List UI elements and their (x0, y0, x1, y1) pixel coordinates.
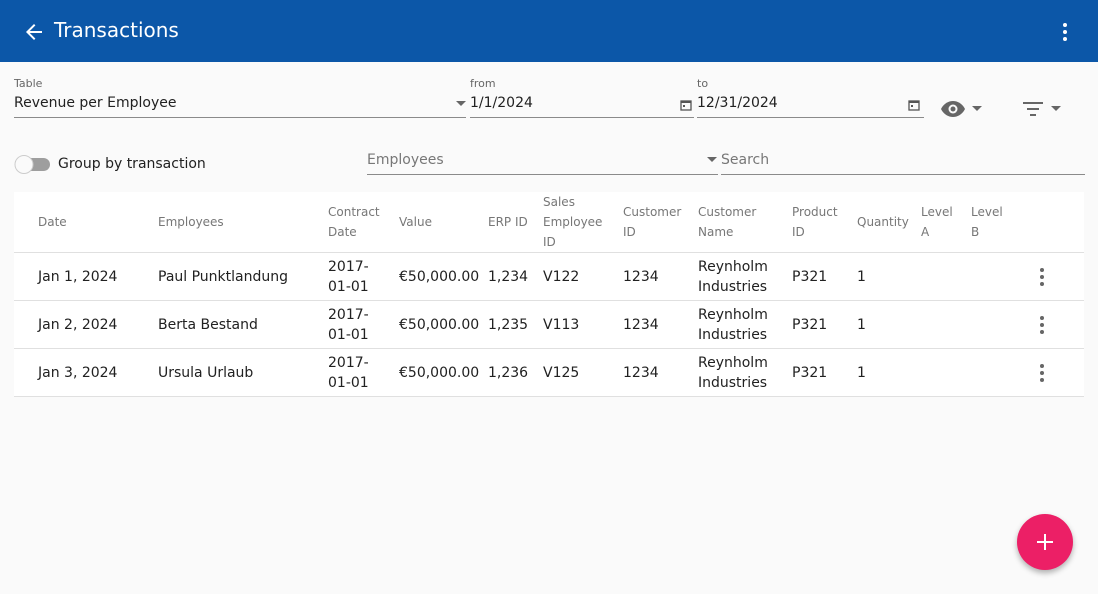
table-cell: 2017-01-01 (328, 354, 369, 391)
table-cell: Jan 1, 2024 (38, 268, 118, 285)
table-cell: 2017-01-01 (328, 258, 369, 295)
table-cell: 1 (857, 316, 866, 333)
add-button[interactable] (1017, 514, 1073, 570)
row-menu[interactable] (1030, 253, 1054, 300)
table-cell: 1,234 (488, 268, 529, 285)
column-header: Value (399, 215, 432, 229)
underline (367, 174, 718, 175)
table-cell: P321 (792, 364, 828, 381)
table-cell: 1 (857, 364, 866, 381)
back-button[interactable] (22, 20, 46, 44)
table-cell: Ursula Urlaub (158, 364, 254, 381)
table-cell: Jan 3, 2024 (38, 364, 118, 381)
underline (470, 117, 694, 118)
table-cell: 1234 (623, 268, 659, 285)
column-header: Product ID (792, 205, 838, 239)
app-bar: Transactions (0, 0, 1098, 62)
row-menu[interactable] (1030, 349, 1054, 396)
underline (14, 117, 466, 118)
divider (14, 396, 1084, 397)
column-header: Customer Name (698, 205, 757, 239)
table-cell: 1,235 (488, 316, 529, 333)
table-cell: Berta Bestand (158, 316, 258, 333)
table-cell: P321 (792, 316, 828, 333)
divider (14, 348, 1084, 349)
table-cell: V113 (543, 316, 580, 333)
from-date[interactable]: 1/1/2024 (470, 95, 533, 111)
table-cell: P321 (792, 268, 828, 285)
table-cell: 1234 (623, 316, 659, 333)
table-cell: Reynholm Industries (698, 258, 768, 295)
visibility-button[interactable] (940, 98, 986, 120)
data-table: Date Employees Contract Date Value ERP ID Sal… (14, 192, 1084, 397)
table-cell: 1 (857, 268, 866, 285)
filter-button[interactable] (1022, 100, 1064, 118)
row-menu[interactable] (1030, 301, 1054, 348)
menu-button[interactable] (1053, 20, 1077, 44)
employees-select[interactable]: Employees (367, 152, 444, 168)
table-cell: €50,000.00 (399, 268, 480, 285)
table-cell: Paul Punktlandung (158, 268, 289, 285)
field-label: Table (14, 77, 43, 90)
column-header: Date (38, 215, 67, 229)
column-header: Level B (971, 205, 1003, 239)
table-cell: Reynholm Industries (698, 306, 768, 343)
dropdown-icon[interactable] (705, 155, 719, 165)
table-cell: 2017-01-01 (328, 306, 369, 343)
column-header: Quantity (857, 215, 909, 229)
column-header: Customer ID (623, 205, 682, 239)
field-label: to (697, 77, 709, 90)
table-cell: 1,236 (488, 364, 529, 381)
calendar-icon[interactable] (908, 99, 920, 111)
table-cell: V122 (543, 268, 580, 285)
toggle-switch[interactable] (13, 153, 53, 177)
divider (14, 252, 1084, 253)
field-label: from (470, 77, 496, 90)
column-header: Employees (158, 215, 224, 229)
toggle-label: Group by transaction (58, 156, 206, 172)
table-cell: V125 (543, 364, 580, 381)
table-cell: €50,000.00 (399, 364, 480, 381)
table-cell: Reynholm Industries (698, 354, 768, 391)
column-header: ERP ID (488, 215, 528, 229)
underline (721, 174, 1085, 175)
column-header: Contract Date (328, 205, 380, 239)
table-cell: Jan 2, 2024 (38, 316, 118, 333)
app-title: Transactions (54, 18, 179, 42)
search-field[interactable]: Search (721, 152, 770, 168)
table-cell: 1234 (623, 364, 659, 381)
column-header: Sales Employee ID (543, 195, 603, 249)
calendar-icon[interactable] (680, 99, 692, 111)
column-header: Level A (921, 205, 953, 239)
dropdown-icon[interactable] (454, 98, 468, 108)
underline (697, 117, 924, 118)
divider (14, 300, 1084, 301)
table-cell: €50,000.00 (399, 316, 480, 333)
add-icon (1037, 534, 1053, 550)
table-select[interactable]: Revenue per Employee (14, 95, 177, 111)
to-date[interactable]: 12/31/2024 (697, 95, 778, 111)
